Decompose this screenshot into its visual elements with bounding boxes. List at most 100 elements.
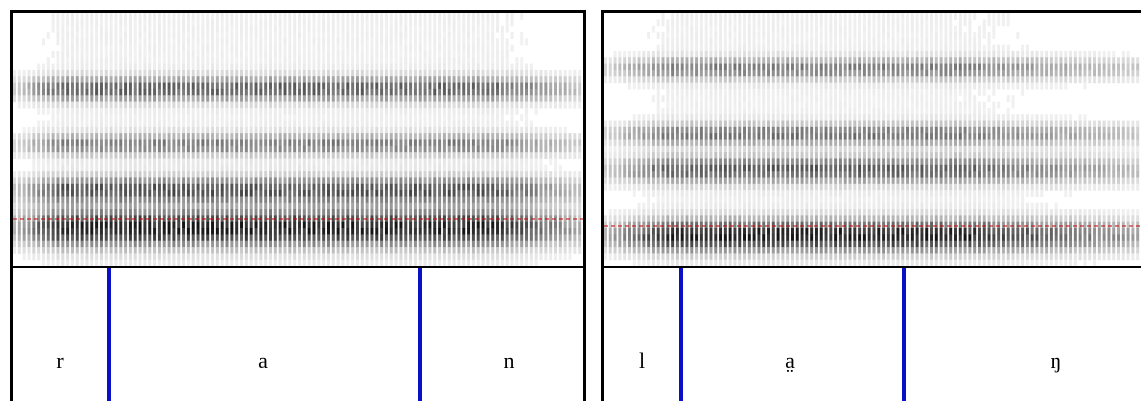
spectrogram-cell — [389, 63, 393, 71]
spectrogram-cell — [666, 177, 670, 185]
spectrogram-cell — [288, 95, 292, 103]
spectrogram-cell — [331, 221, 335, 229]
spectrogram-cell — [322, 247, 326, 254]
spectrogram-cell — [510, 13, 514, 20]
spectrogram-cell — [384, 31, 388, 39]
spectrogram-cell — [99, 95, 103, 103]
spectrogram-cell — [133, 164, 137, 172]
spectrogram-cell — [671, 247, 675, 254]
spectrogram-cell — [529, 95, 533, 103]
spectrogram-cell — [404, 259, 408, 266]
spectrogram-cell — [51, 177, 55, 185]
spectrogram-cell — [394, 202, 398, 210]
spectrogram-cell — [491, 164, 495, 172]
spectrogram-cell — [196, 63, 200, 71]
spectrogram-cell — [680, 234, 684, 242]
spectrogram-cell — [302, 240, 306, 248]
spectrogram-cell — [491, 259, 495, 266]
spectrogram-cell — [399, 133, 403, 141]
spectrogram-cell — [452, 120, 456, 128]
spectrogram-cell — [423, 152, 427, 160]
spectrogram-cell — [235, 164, 239, 172]
spectrogram-cell — [109, 196, 113, 204]
spectrogram-cell — [191, 76, 195, 84]
spectrogram-cell — [124, 253, 128, 261]
spectrogram-cell — [336, 69, 340, 77]
spectrogram-cell — [80, 228, 84, 235]
spectrogram-cell — [119, 171, 123, 179]
spectrogram-cell — [225, 152, 229, 160]
spectrogram-cell — [75, 259, 79, 266]
spectrogram-cell — [162, 171, 166, 179]
spectrogram-cell — [481, 259, 485, 266]
spectrogram-cell — [554, 88, 558, 96]
spectrogram-cell — [240, 247, 244, 254]
spectrogram-cell — [505, 120, 509, 128]
spectrogram-cell — [539, 158, 543, 166]
spectrogram-cell — [75, 120, 79, 128]
spectrogram-cell — [244, 57, 248, 65]
spectrogram-cell — [211, 234, 215, 242]
spectrogram-cell — [162, 164, 166, 172]
spectrogram-cell — [529, 240, 533, 248]
spectrogram-cell — [563, 253, 567, 261]
spectrogram-cell — [220, 259, 224, 266]
spectrogram-cell — [138, 209, 142, 216]
spectrogram-cell — [215, 95, 219, 103]
spectrogram-cell — [346, 196, 350, 204]
spectrogram-cell — [568, 76, 572, 84]
spectrogram-cell — [604, 183, 607, 191]
segment-boundary[interactable] — [418, 268, 422, 401]
spectrogram-cell — [211, 228, 215, 235]
spectrogram-cell — [331, 183, 335, 191]
spectrogram-cell — [549, 215, 553, 223]
spectrogram-cell — [515, 69, 519, 77]
spectrogram-cell — [177, 120, 181, 128]
spectrogram-cell — [278, 82, 282, 90]
spectrogram-cell — [220, 247, 224, 254]
spectrogram-cell — [37, 253, 41, 261]
spectrogram-cell — [685, 126, 689, 134]
spectrogram-cell — [317, 240, 321, 248]
spectrogram-cell — [119, 196, 123, 204]
spectrogram-cell — [442, 259, 446, 266]
spectrogram-cell — [554, 95, 558, 103]
spectrogram-cell — [404, 145, 408, 153]
spectrogram-cell — [259, 114, 263, 122]
spectrogram-cell — [370, 202, 374, 210]
spectrogram-cell — [647, 215, 651, 223]
spectrogram-cell — [447, 44, 451, 52]
spectrogram-cell — [438, 25, 442, 33]
spectrogram-cell — [109, 228, 113, 235]
spectrogram-cell — [438, 133, 442, 141]
spectrogram-cell — [80, 38, 84, 46]
spectrogram-cell — [75, 139, 79, 147]
spectrogram-cell — [22, 221, 26, 229]
spectrogram-cell — [90, 126, 94, 134]
spectrogram-cell — [568, 196, 572, 204]
spectrogram-cell — [394, 259, 398, 266]
spectrogram-cell — [153, 253, 157, 261]
spectrogram-cell — [404, 69, 408, 77]
spectrogram-cell — [613, 76, 617, 84]
spectrogram-cell — [563, 209, 567, 216]
spectrogram-cell — [661, 253, 665, 261]
spectrogram-cell — [288, 234, 292, 242]
spectrogram-cell — [206, 63, 210, 71]
spectrogram-cell — [70, 44, 74, 52]
spectrogram-cell — [642, 158, 646, 166]
spectrogram-cell — [680, 25, 684, 33]
spectrogram-cell — [196, 190, 200, 198]
spectrogram-cell — [384, 164, 388, 172]
spectrogram-cell — [225, 120, 229, 128]
segment-boundary[interactable] — [107, 268, 111, 401]
spectrogram-cell — [394, 240, 398, 248]
spectrogram-cell — [618, 171, 622, 179]
spectrogram-cell — [418, 259, 422, 266]
spectrogram-cell — [351, 133, 355, 141]
spectrogram-cell — [206, 145, 210, 153]
spectrogram-cell — [505, 57, 509, 65]
spectrogram-cell — [196, 158, 200, 166]
spectrogram-cell — [128, 221, 132, 229]
spectrogram-cell — [235, 139, 239, 147]
